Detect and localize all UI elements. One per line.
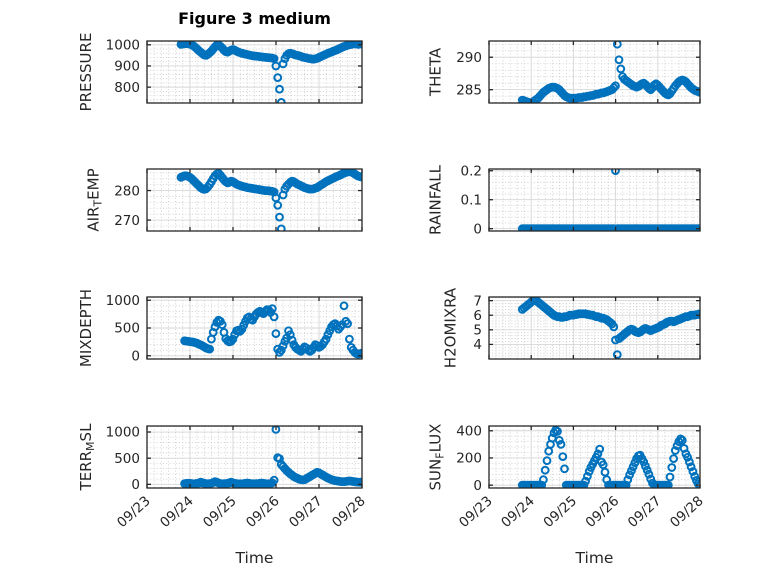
series-theta (517, 41, 700, 103)
axes-box (488, 40, 701, 104)
y-tick-label: 280 (114, 183, 140, 199)
y-tick-label: 400 (456, 423, 482, 439)
minor-grid (489, 297, 700, 360)
subplot-theta: 285 290 THETA (427, 40, 701, 104)
y-axis-label-h2omixra: H2OMIXRA (442, 287, 460, 368)
x-tick-label: 09/24 (157, 493, 197, 531)
subplot-terr-msl: 0 500 1000 TERRMSL 09/23 09/24 09/25 09/26 09/27… (77, 423, 369, 531)
y-tick-label: 0 (473, 221, 482, 237)
axes-box (146, 425, 363, 489)
x-tick-label: 09/25 (200, 493, 240, 531)
y-tick-label: 285 (456, 82, 482, 98)
y-axis-label-rainfall: RAINFALL (427, 164, 445, 235)
y-tick-label: 500 (114, 321, 140, 337)
x-tick-label: 09/24 (498, 493, 538, 531)
y-tick-label: 6 (473, 308, 482, 324)
major-grid (489, 169, 700, 231)
y-tick-label: 270 (114, 213, 140, 229)
minor-grid (489, 169, 700, 231)
subplot-sun-flux: 0 200 400 SUNFLUX 09/23 09/24 09/25 09/26 09/27 0… (427, 423, 707, 531)
y-tick-label: 200 (456, 451, 482, 467)
y-tick-label: 0.2 (461, 163, 482, 179)
y-axis-label-pressure: PRESSURE (77, 33, 95, 112)
axes-box (488, 425, 701, 489)
axes-box (488, 296, 701, 360)
x-tick-label: 09/23 (456, 493, 496, 531)
y-axis-label-air-temp: AIRTEMP (85, 168, 105, 231)
axes-box (146, 168, 363, 232)
y-tick-label: 800 (114, 80, 140, 96)
y-tick-label: 0.1 (461, 192, 482, 208)
series-mixdepth (180, 301, 362, 359)
axes-box (488, 168, 701, 232)
minor-grid (147, 426, 362, 488)
y-tick-label: 7 (473, 293, 482, 309)
y-tick-label: 0 (131, 477, 140, 493)
y-tick-label: 1000 (106, 38, 140, 54)
series-terr-msl (180, 426, 362, 488)
x-tick-label: 09/25 (540, 493, 580, 531)
y-tick-label: 0 (473, 478, 482, 494)
y-tick-label: 500 (114, 451, 140, 467)
y-axis-label-sun-flux: SUNFLUX (427, 424, 447, 491)
subplot-air-temp: 270 280 AIRTEMP (85, 168, 363, 232)
y-axis-label-theta: THETA (427, 47, 445, 97)
x-tick-label: 09/28 (667, 493, 707, 531)
x-tick-label: 09/26 (243, 493, 283, 531)
series-pressure (176, 41, 362, 103)
y-tick-label: 5 (473, 323, 482, 339)
series-rainfall (517, 169, 700, 231)
x-axis-label-left: Time (235, 549, 274, 567)
x-axis-label-right: Time (575, 549, 614, 567)
y-tick-label: 1000 (106, 293, 140, 309)
series-h2omixra (517, 297, 700, 359)
y-axis-label-mixdepth: MIXDEPTH (77, 289, 95, 367)
subplot-pressure: 800 900 1000 PRESSURE (77, 33, 363, 112)
subplot-mixdepth: 0 500 1000 MIXDEPTH (77, 289, 363, 367)
axes-box (146, 296, 363, 360)
x-tick-label: 09/23 (114, 493, 154, 531)
y-tick-label: 290 (456, 50, 482, 66)
subplot-rainfall: 0 0.1 0.2 RAINFALL (427, 163, 701, 237)
x-tick-label: 09/26 (583, 493, 623, 531)
y-axis-label-terr-msl: TERRMSL (77, 423, 97, 492)
series-air-temp (176, 169, 362, 231)
y-tick-label: 1000 (106, 425, 140, 441)
y-tick-label: 4 (473, 337, 482, 353)
x-tick-label: 09/27 (286, 493, 326, 531)
y-tick-label: 0 (131, 349, 140, 365)
x-tick-label: 09/28 (329, 493, 369, 531)
axes-box (146, 40, 363, 104)
figure-title: Figure 3 medium (178, 9, 331, 28)
y-tick-label: 900 (114, 59, 140, 75)
x-tick-label: 09/27 (625, 493, 665, 531)
